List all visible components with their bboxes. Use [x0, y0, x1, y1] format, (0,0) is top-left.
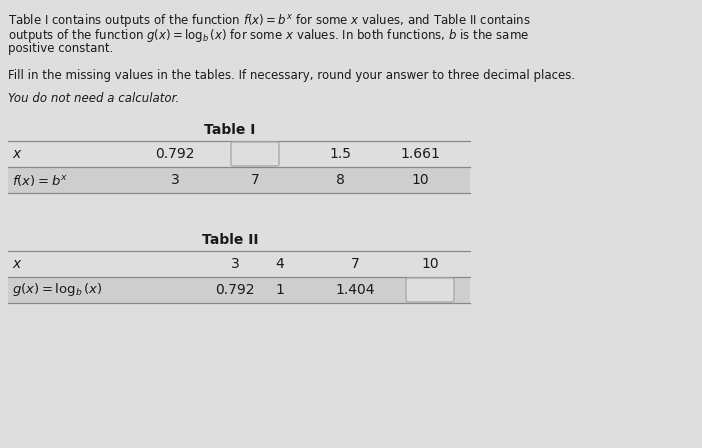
Text: 3: 3 [231, 257, 239, 271]
Text: $x$: $x$ [12, 257, 22, 271]
Text: 1.661: 1.661 [400, 147, 440, 161]
Text: $g(x) = \log_b(x)$: $g(x) = \log_b(x)$ [12, 281, 102, 298]
Text: 8: 8 [336, 173, 345, 187]
Text: Fill in the missing values in the tables. If necessary, round your answer to thr: Fill in the missing values in the tables… [8, 69, 575, 82]
FancyBboxPatch shape [406, 278, 454, 302]
Text: Table I: Table I [204, 123, 256, 137]
Text: Table I contains outputs of the function $f(x) = b^x$ for some $x$ values, and T: Table I contains outputs of the function… [8, 12, 531, 29]
Text: $f(x) = b^x$: $f(x) = b^x$ [12, 172, 68, 188]
Bar [8, 167, 470, 193]
Text: 10: 10 [421, 257, 439, 271]
Text: 4: 4 [276, 257, 284, 271]
Text: 0.792: 0.792 [216, 283, 255, 297]
Text: outputs of the function $g(x) = \log_b(x)$ for some $x$ values. In both function: outputs of the function $g(x) = \log_b(x… [8, 27, 529, 44]
Text: 7: 7 [251, 173, 259, 187]
Text: 3: 3 [171, 173, 180, 187]
Text: 10: 10 [411, 173, 429, 187]
Text: 1.404: 1.404 [336, 283, 375, 297]
Text: 1: 1 [276, 283, 284, 297]
Text: 0.792: 0.792 [155, 147, 194, 161]
Text: Table II: Table II [201, 233, 258, 247]
Bar [8, 277, 470, 303]
Text: You do not need a calculator.: You do not need a calculator. [8, 92, 179, 105]
Text: positive constant.: positive constant. [8, 42, 114, 55]
FancyBboxPatch shape [231, 142, 279, 166]
Text: $x$: $x$ [12, 147, 22, 161]
Text: 1.5: 1.5 [329, 147, 351, 161]
Text: 7: 7 [350, 257, 359, 271]
